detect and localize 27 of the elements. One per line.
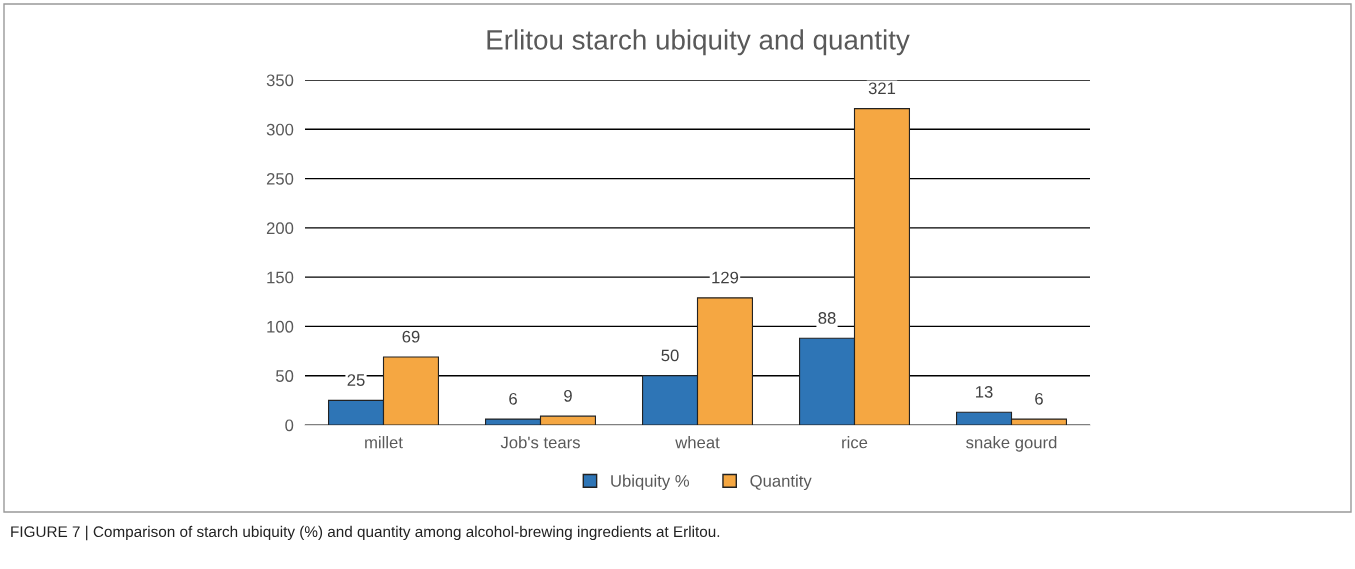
- legend-label: Ubiquity %: [611, 474, 690, 491]
- caption: FIGURE 7 | Comparison of starch ubiquity (%) and quantity among alcohol-brewing ingredients at Erlitou.: [11, 525, 720, 541]
- x-tick-label: Job's tears: [500, 436, 580, 449]
- y-tick-label: 200: [266, 222, 294, 235]
- chart-title: Erlitou starch ubiquity and quantity: [487, 29, 910, 56]
- y-tick-label: 150: [267, 271, 294, 284]
- data-label: 50: [661, 349, 679, 362]
- data-label: 13: [976, 385, 993, 398]
- data-label: 25: [347, 374, 365, 386]
- legend-label: Quantity: [750, 474, 812, 491]
- x-tick-label: snake gourd: [966, 436, 1057, 452]
- data-label: 69: [402, 330, 420, 343]
- x-tick-label: millet: [365, 436, 403, 449]
- y-tick-label: 0: [285, 419, 294, 432]
- data-label: 6: [509, 392, 517, 405]
- data-label: 88: [818, 312, 836, 324]
- x-tick-label: wheat: [675, 436, 720, 449]
- y-tick-label: 250: [266, 172, 294, 185]
- data-label: 9: [564, 389, 572, 402]
- data-label: 6: [1035, 392, 1043, 405]
- y-tick-label: 100: [267, 320, 294, 333]
- y-tick-label: 300: [266, 123, 294, 136]
- data-label: 129: [712, 271, 739, 284]
- x-tick-label: rice: [842, 436, 868, 449]
- y-tick-label: 350: [266, 74, 294, 87]
- data-label: 321: [868, 82, 896, 95]
- y-tick-label: 50: [276, 370, 294, 382]
